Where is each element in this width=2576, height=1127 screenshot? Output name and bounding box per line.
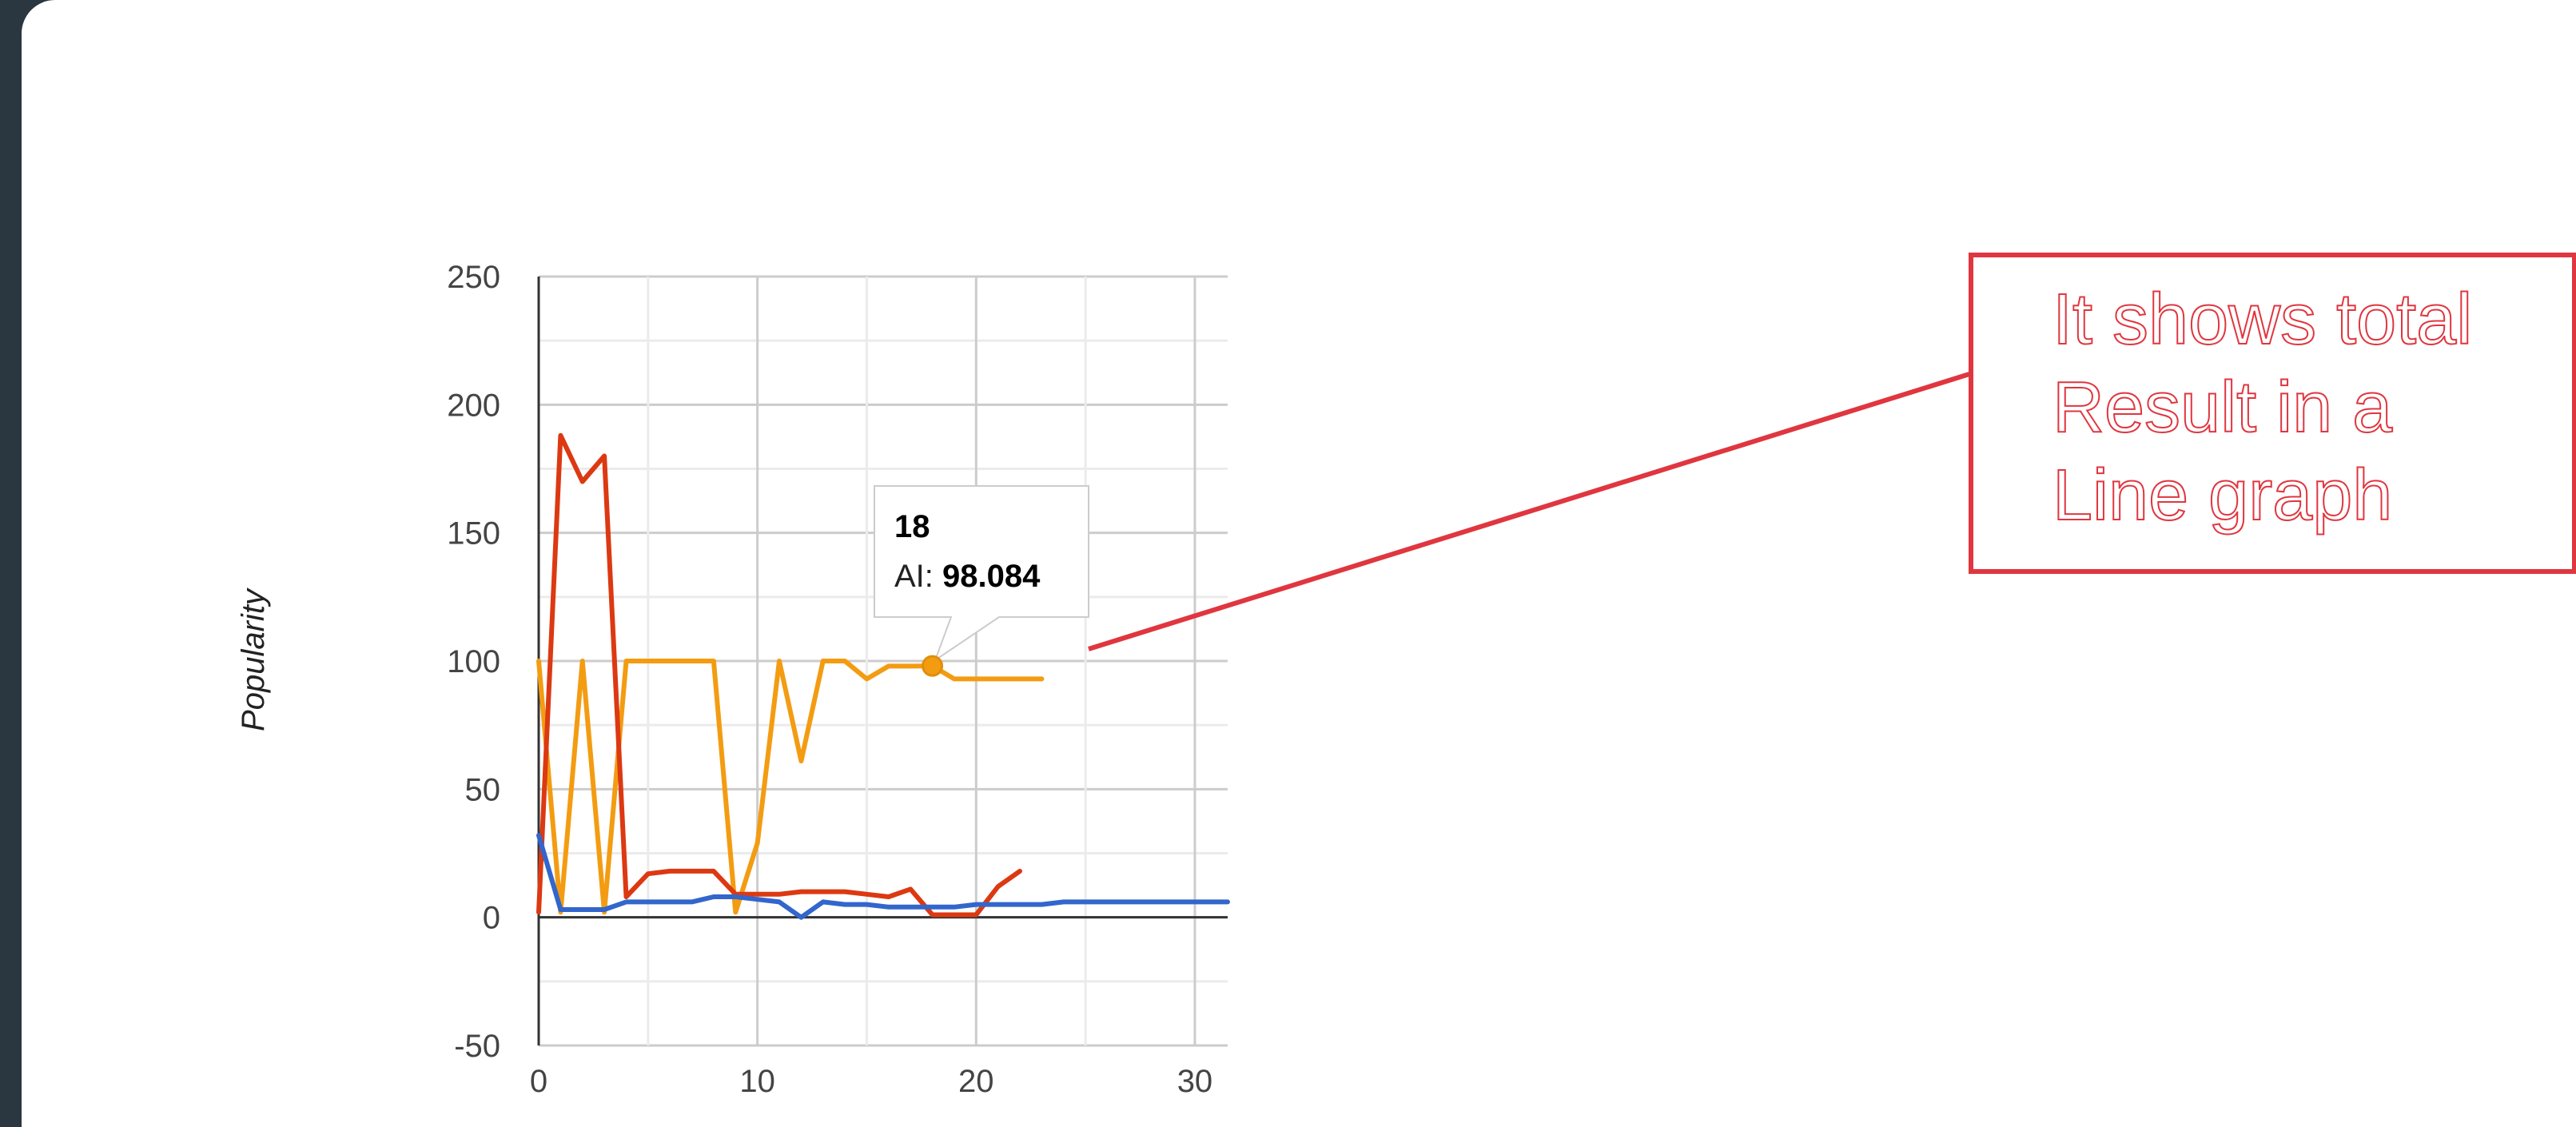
callout-text-line-1: It shows total	[2052, 280, 2472, 360]
tooltip-box	[874, 485, 1089, 663]
y-tick-label: -50	[454, 1029, 500, 1064]
y-tick-label: 250	[447, 260, 500, 295]
tooltip-series-row: AI: 98.084	[894, 559, 1041, 594]
x-tick-label: 20	[958, 1064, 994, 1099]
x-tick-label: 0	[530, 1064, 547, 1099]
series-line-2	[536, 432, 1022, 918]
y-tick-label: 150	[447, 516, 500, 552]
series-line-1	[536, 659, 1045, 915]
chart-tooltip: 18 AI: 98.084	[874, 485, 1089, 663]
y-tick-label: 100	[447, 644, 500, 679]
y-tick-label: 200	[447, 388, 500, 423]
tooltip-series-name: AI:	[894, 559, 942, 594]
callout-text-line-2: Result in a	[2052, 368, 2393, 448]
chart-series	[536, 432, 1230, 920]
highlighted-data-point[interactable]	[922, 655, 944, 677]
callout-text-line-3: Line graph	[2052, 456, 2392, 536]
callout-connector	[1088, 372, 1970, 651]
callout-box	[1969, 253, 2576, 574]
tooltip-value: 98.084	[942, 559, 1041, 594]
tooltip-x-value: 18	[894, 509, 930, 544]
series-line-3	[536, 833, 1230, 920]
chart-axes: 250 200 150 100 50 0 -50 0 10 20 30	[447, 260, 1228, 1099]
annotation-callout: It shows total Result in a Line graph	[1969, 253, 2576, 574]
y-axis-label: Popularity	[236, 587, 271, 731]
y-tick-label: 0	[483, 901, 500, 936]
x-tick-label: 30	[1177, 1064, 1213, 1099]
x-tick-label: 10	[739, 1064, 775, 1099]
y-tick-label: 50	[465, 772, 501, 807]
